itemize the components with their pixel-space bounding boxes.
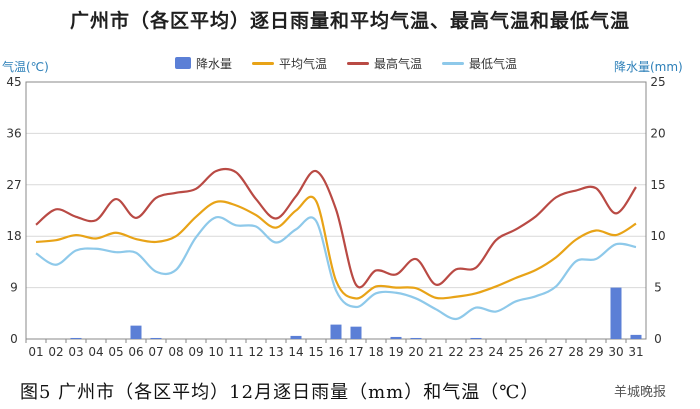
x-axis-tick-label: 07 [148, 345, 163, 359]
rainfall-bar [470, 337, 482, 339]
x-axis-tick-label: 06 [128, 345, 143, 359]
x-axis-tick-label: 27 [548, 345, 563, 359]
x-axis-tick-label: 19 [388, 345, 403, 359]
left-axis-title: 气温(℃) [2, 60, 49, 74]
x-axis-tick-label: 29 [588, 345, 603, 359]
x-axis-tick-label: 02 [48, 345, 63, 359]
rainfall-bar [330, 324, 342, 339]
x-axis-tick-label: 31 [628, 345, 643, 359]
x-axis-tick-label: 09 [188, 345, 203, 359]
right-axis-tick-label: 5 [654, 281, 662, 295]
legend-label-mean-temp: 平均气温 [279, 56, 328, 71]
x-axis-tick-label: 14 [288, 345, 303, 359]
x-axis-tick-label: 17 [348, 345, 363, 359]
x-axis-tick-label: 01 [28, 345, 43, 359]
x-axis-tick-label: 24 [488, 345, 503, 359]
watermark: 羊城晚报 [612, 381, 669, 400]
x-axis-tick-label: 10 [208, 345, 223, 359]
rainfall-bar [630, 334, 642, 339]
x-axis-tick-label: 28 [568, 345, 583, 359]
right-axis-tick-label: 15 [650, 178, 665, 192]
left-axis-tick-label: 9 [10, 281, 18, 295]
right-axis-tick-label: 20 [650, 126, 665, 140]
chart-legend: 降水量 平均气温 最高气温 最低气温 [175, 53, 517, 73]
rainfall-bar [390, 336, 402, 339]
x-axis-tick-label: 16 [328, 345, 343, 359]
left-axis-tick-label: 27 [6, 178, 21, 192]
chart-title: 广州市（各区平均）逐日雨量和平均气温、最高气温和最低气温 [69, 10, 630, 32]
legend-item-max-temp[interactable]: 最高气温 [347, 55, 422, 72]
right-axis-tick-label: 25 [650, 75, 665, 89]
x-axis-tick-label: 18 [368, 345, 383, 359]
left-axis-tick-label: 0 [10, 332, 18, 346]
legend-swatch-rainfall [175, 57, 191, 69]
rainfall-bar [150, 337, 162, 339]
rainfall-bar [410, 337, 422, 339]
rainfall-bar [350, 326, 362, 339]
legend-item-min-temp[interactable]: 最低气温 [442, 55, 517, 72]
x-axis-tick-label: 03 [68, 345, 83, 359]
x-axis-tick-label: 13 [268, 345, 283, 359]
legend-swatch-mean-temp [252, 61, 275, 65]
left-axis-tick-label: 45 [6, 75, 21, 89]
mean-temp-line [35, 195, 637, 300]
legend-label-rainfall: 降水量 [196, 56, 233, 71]
legend-swatch-min-temp [442, 61, 465, 65]
x-axis-tick-label: 22 [448, 345, 463, 359]
right-axis-tick-label: 0 [654, 332, 662, 346]
x-axis-tick-label: 11 [228, 345, 243, 359]
x-axis-tick-label: 15 [308, 345, 323, 359]
min-temp-line [35, 215, 637, 321]
rainfall-bar [610, 287, 622, 339]
x-axis-tick-label: 30 [608, 345, 623, 359]
x-axis-tick-label: 08 [168, 345, 183, 359]
x-axis-tick-label: 04 [88, 345, 103, 359]
x-axis-tick-label: 12 [248, 345, 263, 359]
x-axis-tick-label: 25 [508, 345, 523, 359]
x-axis-tick-label: 26 [528, 345, 543, 359]
x-axis-tick-label: 23 [468, 345, 483, 359]
legend-item-rainfall[interactable]: 降水量 [175, 55, 232, 72]
right-axis-tick-label: 10 [650, 229, 665, 243]
x-axis-tick-label: 20 [408, 345, 423, 359]
rainfall-bar [130, 325, 142, 339]
rainfall-bar [290, 335, 302, 339]
x-axis-tick-label: 21 [428, 345, 443, 359]
rainfall-bar [70, 337, 82, 339]
max-temp-line [35, 167, 637, 289]
legend-item-mean-temp[interactable]: 平均气温 [252, 55, 327, 72]
legend-label-max-temp: 最高气温 [374, 56, 423, 71]
left-axis-tick-label: 36 [6, 126, 21, 140]
x-axis-tick-label: 05 [108, 345, 123, 359]
right-axis-title: 降水量(mm) [614, 60, 683, 74]
figure-caption: 图5 广州市（各区平均）12月逐日雨量（mm）和气温（℃） [20, 382, 540, 403]
legend-label-min-temp: 最低气温 [469, 56, 518, 71]
left-axis-tick-label: 18 [6, 229, 21, 243]
legend-swatch-max-temp [347, 61, 370, 65]
